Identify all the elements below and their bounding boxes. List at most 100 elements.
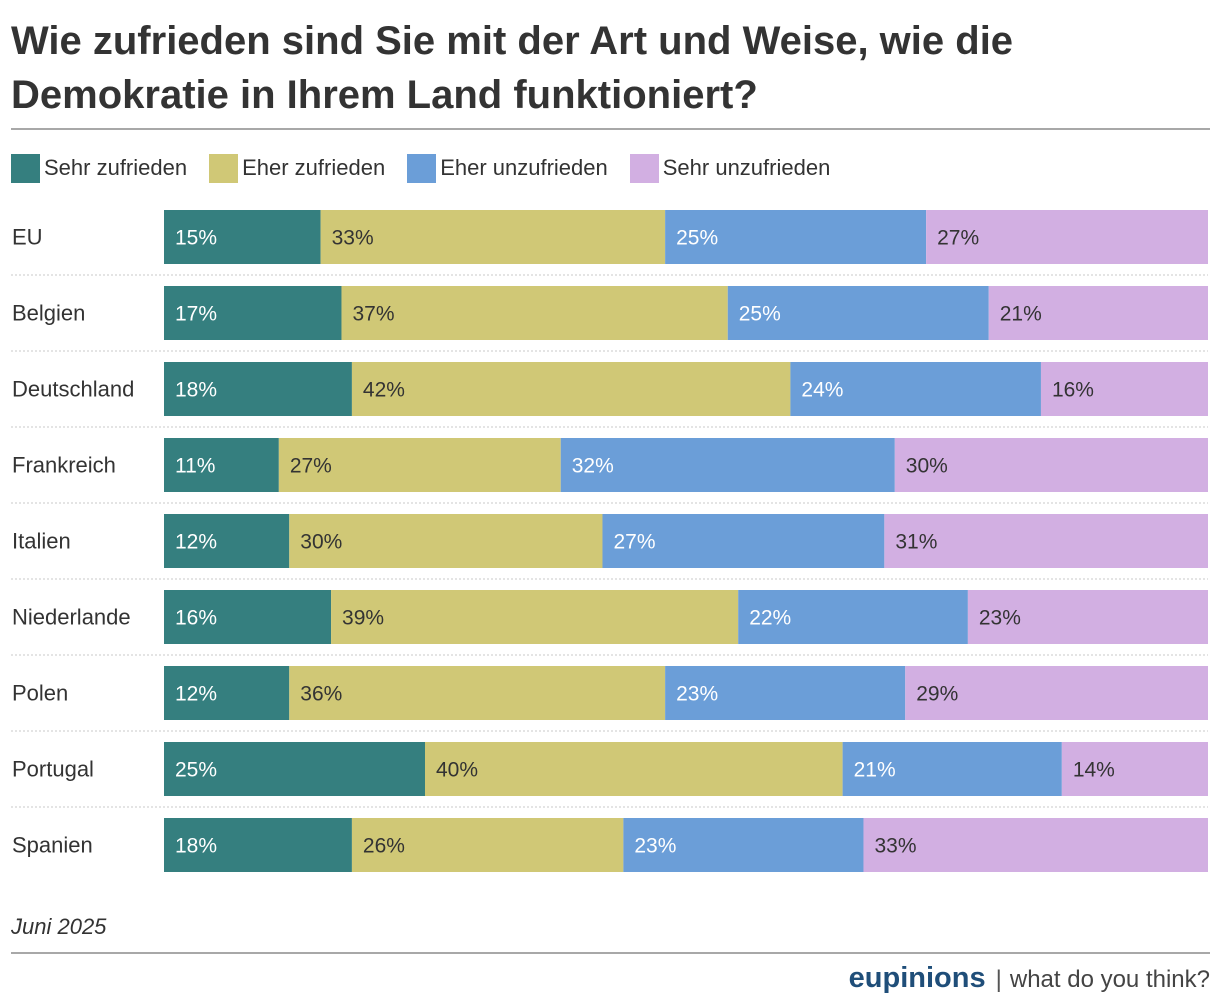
bar-row-eu: EU 15% 33% 25% 27% xyxy=(12,210,1208,264)
data-label-portugal-sehr-unzufrieden: 14% xyxy=(1073,759,1115,782)
bar-segment-deutschland-eher-unzufrieden xyxy=(790,362,1041,416)
data-label-belgien-eher-zufrieden: 37% xyxy=(352,303,394,326)
data-label-eu-eher-unzufrieden: 25% xyxy=(676,227,718,250)
bar-segment-spanien-sehr-unzufrieden xyxy=(863,818,1208,872)
bar-segment-eu-eher-zufrieden xyxy=(320,210,666,264)
category-label-deutschland: Deutschland xyxy=(12,377,134,402)
legend-label-eher-zufrieden: Eher zufrieden xyxy=(242,155,386,180)
bar-segment-belgien-eher-unzufrieden xyxy=(727,286,989,340)
bar-segment-deutschland-sehr-unzufrieden xyxy=(1040,362,1208,416)
bar-segment-frankreich-sehr-zufrieden xyxy=(164,438,279,492)
bar-segment-eu-sehr-unzufrieden xyxy=(926,210,1208,264)
bar-segment-niederlande-eher-unzufrieden xyxy=(738,590,968,644)
data-label-spanien-eher-unzufrieden: 23% xyxy=(634,835,676,858)
bar-segment-polen-sehr-unzufrieden xyxy=(905,666,1208,720)
category-label-eu: EU xyxy=(12,225,43,250)
footer-divider xyxy=(11,952,1210,954)
data-label-polen-eher-unzufrieden: 23% xyxy=(676,683,718,706)
bar-segment-niederlande-sehr-zufrieden xyxy=(164,590,332,644)
data-label-niederlande-sehr-unzufrieden: 23% xyxy=(979,607,1021,630)
brand-separator: | xyxy=(995,966,1002,993)
bar-segment-belgien-eher-zufrieden xyxy=(341,286,728,340)
bar-segment-spanien-eher-zufrieden xyxy=(351,818,624,872)
data-label-deutschland-sehr-zufrieden: 18% xyxy=(175,379,217,402)
data-label-belgien-sehr-zufrieden: 17% xyxy=(175,303,217,326)
legend-label-sehr-zufrieden: Sehr zufrieden xyxy=(44,155,188,180)
legend-label-sehr-unzufrieden: Sehr unzufrieden xyxy=(662,155,831,180)
brand-logo: eupinions xyxy=(848,962,986,994)
data-label-portugal-eher-zufrieden: 40% xyxy=(436,759,478,782)
bar-segment-polen-eher-unzufrieden xyxy=(665,666,906,720)
data-label-portugal-eher-unzufrieden: 21% xyxy=(854,759,896,782)
data-label-frankreich-sehr-zufrieden: 11% xyxy=(175,455,215,478)
data-label-niederlande-eher-unzufrieden: 22% xyxy=(749,607,791,630)
bar-segment-portugal-eher-zufrieden xyxy=(425,742,843,796)
data-label-spanien-eher-zufrieden: 26% xyxy=(363,835,405,858)
bar-segment-deutschland-eher-zufrieden xyxy=(351,362,791,416)
data-label-eu-sehr-zufrieden: 15% xyxy=(175,227,217,250)
bar-segment-polen-eher-zufrieden xyxy=(289,666,666,720)
data-label-frankreich-eher-zufrieden: 27% xyxy=(290,455,332,478)
legend-label-eher-unzufrieden: Eher unzufrieden xyxy=(440,155,608,180)
data-label-niederlande-eher-zufrieden: 39% xyxy=(342,607,384,630)
legend-swatch-sehr-unzufrieden xyxy=(629,153,659,183)
bar-segment-italien-eher-zufrieden xyxy=(289,514,603,568)
data-label-spanien-sehr-zufrieden: 18% xyxy=(175,835,217,858)
data-label-polen-sehr-unzufrieden: 29% xyxy=(916,683,958,706)
data-label-polen-eher-zufrieden: 36% xyxy=(300,683,342,706)
data-label-spanien-sehr-unzufrieden: 33% xyxy=(874,835,916,858)
category-label-frankreich: Frankreich xyxy=(12,453,116,478)
bar-segment-portugal-sehr-zufrieden xyxy=(164,742,425,796)
bar-row-portugal: Portugal 25% 40% 21% 14% xyxy=(12,742,1208,796)
category-label-polen: Polen xyxy=(12,681,68,706)
data-label-polen-sehr-zufrieden: 12% xyxy=(175,683,217,706)
date-footnote: Juni 2025 xyxy=(11,914,107,939)
data-label-italien-sehr-zufrieden: 12% xyxy=(175,531,217,554)
data-label-frankreich-eher-unzufrieden: 32% xyxy=(572,455,614,478)
bar-segment-spanien-sehr-zufrieden xyxy=(164,818,352,872)
bar-segment-belgien-sehr-unzufrieden xyxy=(988,286,1208,340)
title-divider xyxy=(11,128,1210,130)
bar-row-frankreich: Frankreich 11% 27% 32% 30% xyxy=(12,438,1208,492)
legend-item-eher-unzufrieden: Eher unzufrieden xyxy=(407,153,608,183)
bar-segment-portugal-eher-unzufrieden xyxy=(842,742,1062,796)
brand: eupinions | what do you think? xyxy=(849,962,1210,995)
data-label-deutschland-sehr-unzufrieden: 16% xyxy=(1052,379,1094,402)
bar-segment-frankreich-sehr-unzufrieden xyxy=(894,438,1208,492)
bar-segment-italien-eher-unzufrieden xyxy=(602,514,885,568)
legend: Sehr zufrieden Eher zufrieden Eher unzuf… xyxy=(11,152,852,184)
category-label-niederlande: Niederlande xyxy=(12,605,131,630)
bar-segment-spanien-eher-unzufrieden xyxy=(623,818,864,872)
data-label-belgien-eher-unzufrieden: 25% xyxy=(739,303,781,326)
bar-segment-niederlande-sehr-unzufrieden xyxy=(967,590,1208,644)
legend-swatch-eher-unzufrieden xyxy=(407,153,437,183)
data-label-eu-sehr-unzufrieden: 27% xyxy=(937,227,979,250)
bar-segment-frankreich-eher-unzufrieden xyxy=(560,438,895,492)
category-label-belgien: Belgien xyxy=(12,301,85,326)
data-label-italien-eher-unzufrieden: 27% xyxy=(613,531,655,554)
bar-row-italien: Italien 12% 30% 27% 31% xyxy=(12,514,1208,568)
chart-title: Wie zufrieden sind Sie mit der Art und W… xyxy=(11,19,1014,117)
bar-segment-portugal-sehr-unzufrieden xyxy=(1061,742,1208,796)
bar-row-polen: Polen 12% 36% 23% 29% xyxy=(12,666,1208,720)
stacked-bar-chart: EU 15% 33% 25% 27% Belgien 17% 37% 25% 21% Deutsch… xyxy=(11,210,1208,872)
bar-segment-eu-eher-unzufrieden xyxy=(665,210,927,264)
bar-row-belgien: Belgien 17% 37% 25% 21% xyxy=(12,286,1208,340)
legend-swatch-eher-zufrieden xyxy=(209,153,239,183)
bar-segment-niederlande-eher-zufrieden xyxy=(331,590,739,644)
data-label-italien-sehr-unzufrieden: 31% xyxy=(895,531,937,554)
data-label-eu-eher-zufrieden: 33% xyxy=(332,227,374,250)
bar-row-niederlande: Niederlande 16% 39% 22% 23% xyxy=(12,590,1208,644)
data-label-deutschland-eher-zufrieden: 42% xyxy=(363,379,405,402)
bar-segment-eu-sehr-zufrieden xyxy=(164,210,321,264)
category-label-italien: Italien xyxy=(12,529,71,554)
bar-segment-frankreich-eher-zufrieden xyxy=(278,438,561,492)
legend-item-sehr-unzufrieden: Sehr unzufrieden xyxy=(629,153,831,183)
legend-swatch-sehr-zufrieden xyxy=(11,153,40,183)
bar-row-deutschland: Deutschland 18% 42% 24% 16% xyxy=(12,362,1208,416)
data-label-frankreich-sehr-unzufrieden: 30% xyxy=(906,455,948,478)
legend-item-sehr-zufrieden: Sehr zufrieden xyxy=(11,153,188,183)
bar-row-spanien: Spanien 18% 26% 23% 33% xyxy=(12,818,1208,872)
data-label-niederlande-sehr-zufrieden: 16% xyxy=(175,607,217,630)
bar-segment-deutschland-sehr-zufrieden xyxy=(164,362,352,416)
